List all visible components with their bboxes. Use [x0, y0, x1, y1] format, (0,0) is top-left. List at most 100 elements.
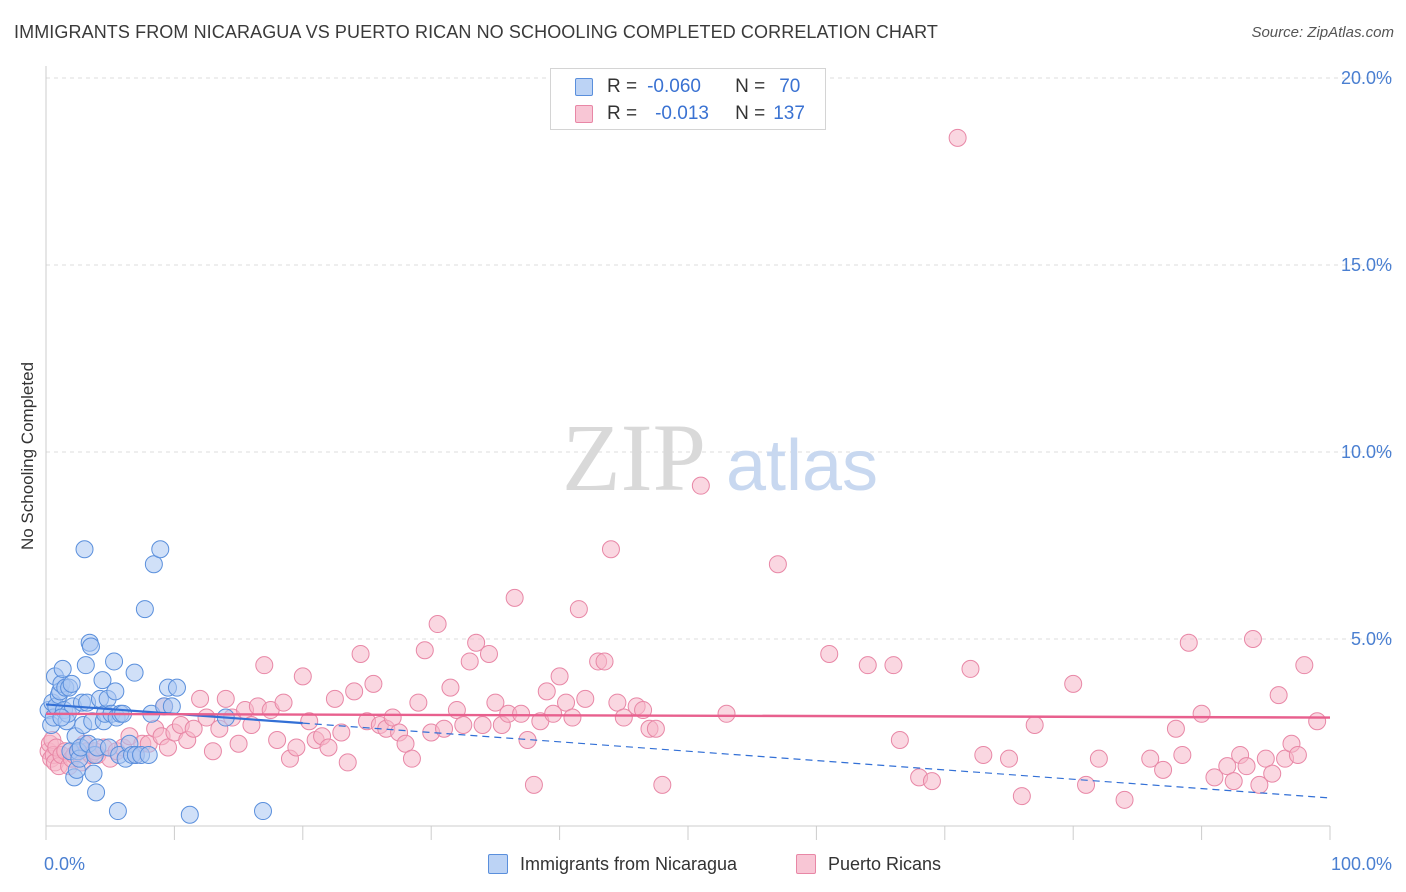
data-point-nicaragua: [75, 540, 94, 559]
data-point-puerto-rican: [1179, 633, 1198, 652]
y-tick-label: 5.0%: [1351, 629, 1392, 649]
data-point-puerto-rican: [467, 633, 486, 652]
data-point-puerto-rican: [1166, 719, 1185, 738]
data-point-puerto-rican: [229, 734, 248, 753]
data-point-puerto-rican: [1025, 716, 1044, 735]
trendline-nicaragua-dashed: [302, 722, 1331, 799]
data-point-puerto-rican: [537, 682, 556, 701]
trendline-puerto-ricans: [45, 712, 1331, 719]
data-point-puerto-rican: [1218, 757, 1237, 776]
watermark-zip: ZIP: [562, 404, 706, 511]
legend-r-value: -0.013: [655, 103, 709, 124]
tick-labels: 5.0% 10.0% 15.0% 20.0% 0.0% 100.0%: [44, 68, 1392, 874]
data-point-nicaragua: [84, 764, 103, 783]
data-point-puerto-rican: [1141, 749, 1160, 768]
x-tick-label-max: 100.0%: [1331, 854, 1392, 874]
data-point-puerto-rican: [1115, 790, 1134, 809]
legend-n-value: 137: [773, 103, 805, 124]
data-point-puerto-rican: [646, 719, 665, 738]
bottom-legend-label-puerto-ricans: Puerto Ricans: [828, 853, 942, 874]
legend-swatch-blue: [575, 78, 593, 96]
legend-r-label: R =: [607, 76, 638, 97]
data-point-puerto-rican: [415, 641, 434, 660]
data-point-puerto-rican: [409, 693, 428, 712]
data-point-puerto-rican: [383, 708, 402, 727]
data-point-puerto-rican: [158, 738, 177, 757]
data-point-puerto-rican: [717, 704, 736, 723]
data-point-puerto-rican: [634, 701, 653, 720]
data-point-puerto-rican: [1237, 757, 1256, 776]
bottom-legend-nicaragua: Immigrants from Nicaragua: [488, 852, 737, 876]
data-point-nicaragua: [62, 674, 81, 693]
data-point-puerto-rican: [512, 704, 531, 723]
data-point-puerto-rican: [473, 716, 492, 735]
data-point-puerto-rican: [1295, 656, 1314, 675]
data-point-puerto-rican: [1089, 749, 1108, 768]
data-point-puerto-rican: [1064, 674, 1083, 693]
data-point-puerto-rican: [325, 689, 344, 708]
gridlines: [46, 77, 1392, 640]
chart-title: IMMIGRANTS FROM NICARAGUA VS PUERTO RICA…: [14, 22, 938, 42]
data-point-puerto-rican: [319, 738, 338, 757]
data-point-puerto-rican: [428, 615, 447, 634]
correlation-legend: R = -0.060 N = 70 R = -0.013 N = 137: [550, 68, 826, 130]
data-point-puerto-rican: [338, 753, 357, 772]
data-point-puerto-rican: [557, 693, 576, 712]
data-point-puerto-rican: [961, 659, 980, 678]
legend-row-puerto-ricans: R = -0.013 N = 137: [575, 102, 805, 126]
data-point-puerto-rican: [595, 652, 614, 671]
data-point-nicaragua: [93, 671, 112, 690]
data-point-nicaragua: [106, 682, 125, 701]
data-point-puerto-rican: [1154, 760, 1173, 779]
data-point-nicaragua: [76, 656, 95, 675]
y-tick-label: 20.0%: [1341, 68, 1392, 88]
data-point-nicaragua: [180, 805, 199, 824]
data-point-nicaragua: [108, 802, 127, 821]
data-point-puerto-rican: [922, 772, 941, 791]
data-point-nicaragua: [167, 678, 186, 697]
bottom-legend-label-nicaragua: Immigrants from Nicaragua: [520, 853, 738, 874]
data-point-nicaragua: [105, 652, 124, 671]
data-point-puerto-rican: [601, 540, 620, 559]
data-point-puerto-rican: [402, 749, 421, 768]
data-point-puerto-rican: [396, 734, 415, 753]
data-point-nicaragua: [52, 708, 71, 727]
bottom-legend-puerto-ricans: Puerto Ricans: [796, 852, 941, 876]
data-point-puerto-rican: [1256, 749, 1275, 768]
data-point-puerto-rican: [1269, 686, 1288, 705]
data-point-puerto-rican: [1192, 704, 1211, 723]
data-point-puerto-rican: [460, 652, 479, 671]
data-point-puerto-rican: [768, 555, 787, 574]
data-point-puerto-rican: [1173, 745, 1192, 764]
legend-n-label: N =: [735, 76, 766, 97]
series-puerto-ricans: [39, 128, 1327, 809]
data-point-puerto-rican: [544, 704, 563, 723]
data-point-puerto-rican: [345, 682, 364, 701]
data-point-nicaragua: [139, 745, 158, 764]
data-point-puerto-rican: [184, 719, 203, 738]
data-point-nicaragua: [253, 802, 272, 821]
data-point-puerto-rican: [435, 719, 454, 738]
legend-row-nicaragua: R = -0.060 N = 70: [575, 75, 800, 99]
data-point-puerto-rican: [1077, 775, 1096, 794]
data-point-nicaragua: [87, 783, 106, 802]
source-credit: Source: ZipAtlas.com: [1251, 24, 1394, 41]
watermark: ZIP atlas: [562, 404, 878, 511]
data-point-puerto-rican: [550, 667, 569, 686]
data-point-puerto-rican: [884, 656, 903, 675]
trendlines: [45, 703, 1331, 799]
y-tick-label: 15.0%: [1341, 255, 1392, 275]
data-point-puerto-rican: [1012, 787, 1031, 806]
data-point-puerto-rican: [203, 742, 222, 761]
data-point-nicaragua: [144, 555, 163, 574]
data-point-nicaragua: [81, 637, 100, 656]
data-point-puerto-rican: [287, 738, 306, 757]
data-point-puerto-rican: [691, 476, 710, 495]
data-point-nicaragua: [135, 600, 154, 619]
data-point-puerto-rican: [1205, 768, 1224, 787]
data-point-puerto-rican: [255, 656, 274, 675]
data-point-puerto-rican: [364, 674, 383, 693]
data-point-puerto-rican: [1263, 764, 1282, 783]
data-point-puerto-rican: [569, 600, 588, 619]
